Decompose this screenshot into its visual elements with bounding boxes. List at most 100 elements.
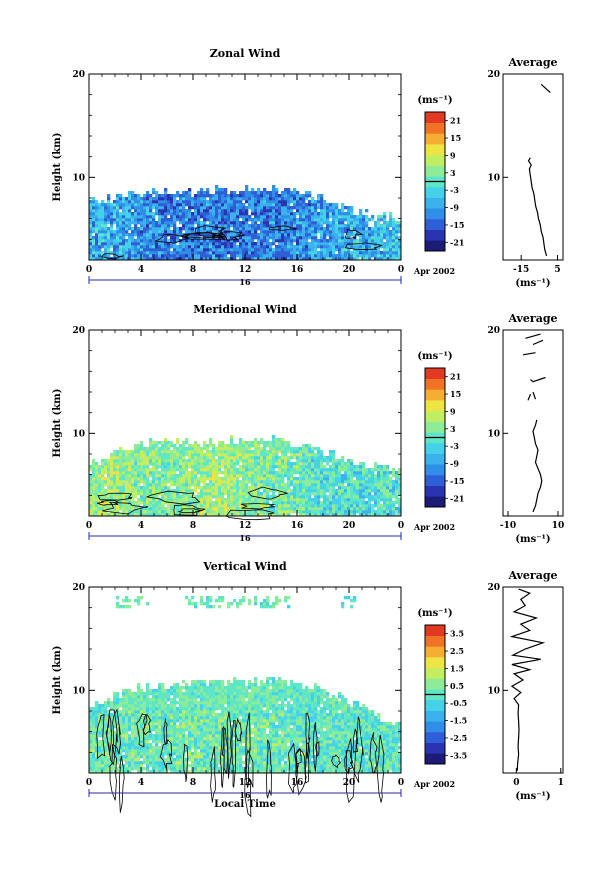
zonal-cell xyxy=(395,233,399,237)
vertical-cell xyxy=(92,755,96,759)
zonal-cell xyxy=(239,215,243,219)
meridional-cell xyxy=(98,492,102,496)
meridional-cell xyxy=(311,471,315,475)
zonal-cell xyxy=(224,200,228,204)
meridional-cell xyxy=(323,489,327,493)
zonal-cell xyxy=(125,209,129,213)
meridional-cell xyxy=(293,486,297,490)
meridional-cell xyxy=(185,504,189,508)
zonal-cell xyxy=(272,242,276,246)
zonal-cell xyxy=(107,200,111,204)
zonal-cell xyxy=(263,188,267,192)
zonal-cell xyxy=(383,257,387,261)
zonal-cell xyxy=(89,227,93,231)
meridional-cell xyxy=(152,459,156,463)
vertical-cell xyxy=(116,722,120,726)
vertical-cell xyxy=(116,605,120,609)
meridional-cell xyxy=(206,453,210,457)
meridional-cell xyxy=(110,480,114,484)
meridional-cell xyxy=(254,462,258,466)
meridional-cell xyxy=(338,513,342,517)
zonal-cell xyxy=(320,251,324,255)
meridional-cell xyxy=(362,462,366,466)
meridional-cell xyxy=(284,474,288,478)
vertical-cell xyxy=(122,740,126,744)
zonal-cell xyxy=(113,245,117,249)
zonal-cell xyxy=(194,257,198,261)
meridional-cell xyxy=(227,477,231,481)
meridional-cell xyxy=(143,513,147,517)
zonal-cell xyxy=(224,203,228,207)
zonal-cell xyxy=(131,212,135,216)
zonal-cell xyxy=(149,206,153,210)
meridional-cell xyxy=(212,489,216,493)
zonal-cell xyxy=(134,257,138,261)
vertical-cell xyxy=(110,707,114,711)
vertical-cell xyxy=(107,770,111,774)
meridional-cell xyxy=(257,486,261,490)
meridional-ylabel: Height (km) xyxy=(52,389,63,458)
meridional-cell xyxy=(314,465,318,469)
meridional-cell xyxy=(128,489,132,493)
meridional-cell xyxy=(233,489,237,493)
meridional-cell xyxy=(92,480,96,484)
meridional-cell xyxy=(182,459,186,463)
zonal-cell xyxy=(380,224,384,228)
zonal-cell xyxy=(371,227,375,231)
vertical-cell xyxy=(104,737,108,741)
meridional-cell xyxy=(323,501,327,505)
zonal-cell xyxy=(182,212,186,216)
meridional-cell xyxy=(329,510,333,514)
zonal-cell xyxy=(161,245,165,249)
zonal-cell xyxy=(281,248,285,252)
zonal-cell xyxy=(212,254,216,258)
meridional-profile-ytick-label: 20 xyxy=(487,326,500,336)
zonal-cell xyxy=(377,215,381,219)
zonal-cell xyxy=(269,242,273,246)
zonal-cell xyxy=(305,254,309,258)
zonal-cell xyxy=(386,236,390,240)
vertical-cell xyxy=(131,761,135,765)
meridional-cell xyxy=(227,474,231,478)
meridional-xtick-label: 0 xyxy=(86,521,92,531)
meridional-cell xyxy=(236,453,240,457)
zonal-cell xyxy=(341,206,345,210)
meridional-cell xyxy=(377,495,381,499)
zonal-cell xyxy=(392,239,396,243)
zonal-cell xyxy=(203,254,207,258)
zonal-cell xyxy=(242,236,246,240)
zonal-cell xyxy=(215,185,219,189)
zonal-cell xyxy=(296,194,300,198)
meridional-cell xyxy=(353,495,357,499)
vertical-cell xyxy=(119,710,123,714)
zonal-cell xyxy=(227,218,231,222)
zonal-cell xyxy=(167,254,171,258)
meridional-cell xyxy=(161,483,165,487)
zonal-cell xyxy=(314,221,318,225)
zonal-cell xyxy=(152,236,156,240)
meridional-cell xyxy=(218,486,222,490)
zonal-cell xyxy=(245,254,249,258)
meridional-cell xyxy=(209,462,213,466)
zonal-cell xyxy=(101,257,105,261)
zonal-cell xyxy=(89,206,93,210)
meridional-cell xyxy=(158,474,162,478)
meridional-cell xyxy=(332,465,336,469)
zonal-cell xyxy=(143,239,147,243)
zonal-colorbar-swatch xyxy=(425,240,445,252)
zonal-cell xyxy=(179,233,183,237)
meridional-cell xyxy=(257,459,261,463)
meridional-cell xyxy=(260,471,264,475)
meridional-cell xyxy=(182,468,186,472)
zonal-cell xyxy=(98,221,102,225)
zonal-cell xyxy=(329,242,333,246)
zonal-cell xyxy=(203,245,207,249)
meridional-cell xyxy=(365,513,369,517)
zonal-cell xyxy=(233,212,237,216)
meridional-title: Meridional Wind xyxy=(193,303,297,316)
vertical-heatmap-cells xyxy=(89,596,402,774)
meridional-cell xyxy=(344,501,348,505)
meridional-cell xyxy=(194,474,198,478)
meridional-cell xyxy=(317,504,321,508)
zonal-cell xyxy=(215,242,219,246)
